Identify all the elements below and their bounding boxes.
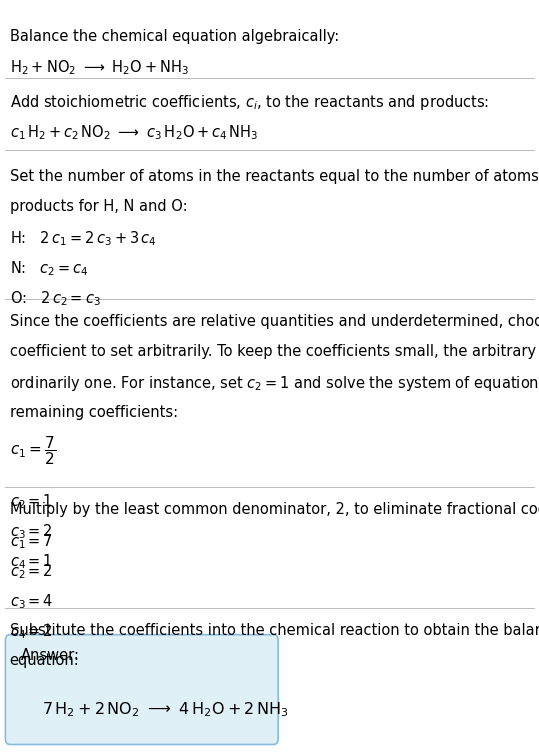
Text: $c_3 = 2$: $c_3 = 2$ (10, 522, 52, 541)
Text: ordinarily one. For instance, set $c_2 = 1$ and solve the system of equations fo: ordinarily one. For instance, set $c_2 =… (10, 374, 539, 393)
Text: Balance the chemical equation algebraically:: Balance the chemical equation algebraica… (10, 29, 339, 44)
Text: $\mathrm{H_2 + NO_2 \ \longrightarrow \ H_2O + NH_3}$: $\mathrm{H_2 + NO_2 \ \longrightarrow \ … (10, 59, 189, 77)
Text: Add stoichiometric coefficients, $c_i$, to the reactants and products:: Add stoichiometric coefficients, $c_i$, … (10, 93, 489, 112)
Text: $c_1\,\mathrm{H_2} + c_2\,\mathrm{NO_2} \ \longrightarrow \ c_3\,\mathrm{H_2O} +: $c_1\,\mathrm{H_2} + c_2\,\mathrm{NO_2} … (10, 123, 258, 142)
Text: $c_1 = 7$: $c_1 = 7$ (10, 532, 53, 551)
Text: $c_3 = 4$: $c_3 = 4$ (10, 593, 53, 611)
Text: coefficient to set arbitrarily. To keep the coefficients small, the arbitrary va: coefficient to set arbitrarily. To keep … (10, 344, 539, 359)
Text: N:   $c_2 = c_4$: N: $c_2 = c_4$ (10, 259, 88, 278)
Text: equation:: equation: (10, 653, 79, 668)
Text: Since the coefficients are relative quantities and underdetermined, choose a: Since the coefficients are relative quan… (10, 314, 539, 329)
Text: remaining coefficients:: remaining coefficients: (10, 405, 178, 420)
Text: $c_4 = 1$: $c_4 = 1$ (10, 552, 52, 571)
Text: $c_4 = 2$: $c_4 = 2$ (10, 623, 52, 641)
Text: Multiply by the least common denominator, 2, to eliminate fractional coefficient: Multiply by the least common denominator… (10, 502, 539, 517)
Text: $7\,\mathrm{H_2} + 2\,\mathrm{NO_2} \ \longrightarrow \ 4\,\mathrm{H_2O} + 2\,\m: $7\,\mathrm{H_2} + 2\,\mathrm{NO_2} \ \l… (42, 701, 289, 719)
Text: Set the number of atoms in the reactants equal to the number of atoms in the: Set the number of atoms in the reactants… (10, 169, 539, 184)
Text: H:   $2\,c_1 = 2\,c_3 + 3\,c_4$: H: $2\,c_1 = 2\,c_3 + 3\,c_4$ (10, 229, 156, 248)
Text: O:   $2\,c_2 = c_3$: O: $2\,c_2 = c_3$ (10, 290, 100, 308)
Text: Answer:: Answer: (20, 648, 79, 663)
Text: products for H, N and O:: products for H, N and O: (10, 199, 188, 214)
Text: Substitute the coefficients into the chemical reaction to obtain the balanced: Substitute the coefficients into the che… (10, 623, 539, 638)
Text: $c_2 = 2$: $c_2 = 2$ (10, 562, 52, 581)
FancyBboxPatch shape (5, 635, 278, 744)
Text: $c_2 = 1$: $c_2 = 1$ (10, 492, 52, 511)
Text: $c_1 = \dfrac{7}{2}$: $c_1 = \dfrac{7}{2}$ (10, 435, 56, 468)
